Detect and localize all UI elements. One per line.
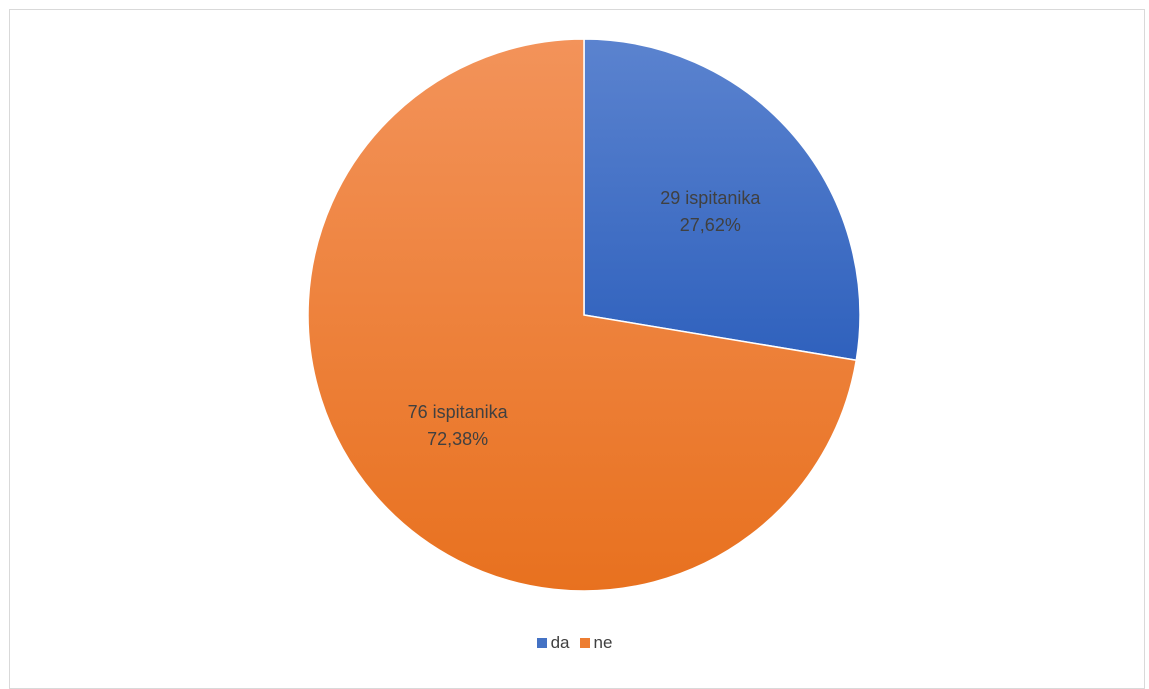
legend-swatch-ne [579,638,590,648]
legend: da ne [0,633,1149,653]
slice-count-label-da: 29 ispitanika [660,188,761,208]
pie-slice-da [583,38,861,362]
pie-slice-ne [307,38,858,592]
legend-swatch-da [536,638,547,648]
legend-entry-da: da [536,633,570,653]
slice-count-label-ne: 76 ispitanika [408,402,509,422]
slice-percent-label-ne: 72,38% [427,429,488,449]
legend-entry-ne: ne [579,633,613,653]
legend-label-da: da [550,633,570,652]
slice-percent-label-da: 27,62% [680,215,741,235]
legend-label-ne: ne [593,633,613,652]
pie-chart: 29 ispitanika 27,62% 76 ispitanika 72,38% [307,38,861,592]
